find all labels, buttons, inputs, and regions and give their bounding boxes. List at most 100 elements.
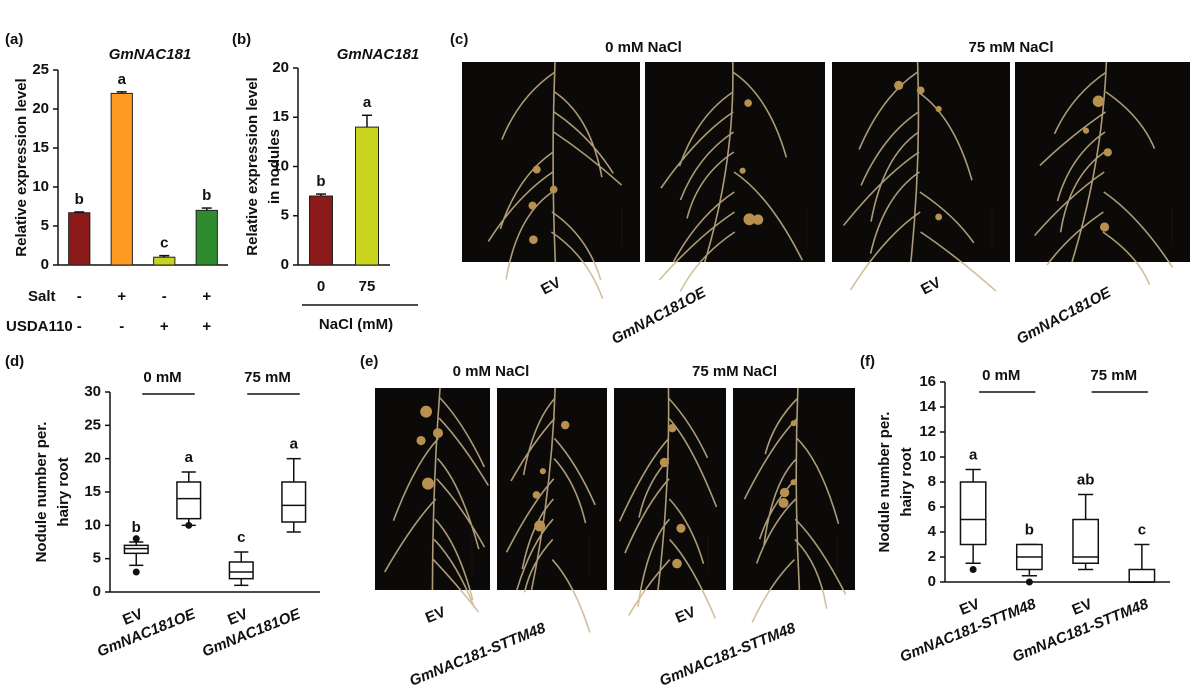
x-tick-label: EV [957, 596, 982, 619]
y-tick-label: 4 [928, 523, 937, 540]
bar [68, 212, 91, 266]
photo-label: GmNAC181OE [609, 284, 710, 348]
nodule [752, 214, 764, 225]
root [505, 387, 596, 633]
root [487, 61, 623, 300]
y-tick-label: 15 [84, 483, 101, 500]
x-axis-label: NaCl (mM) [319, 316, 393, 333]
nodule [935, 213, 943, 221]
significance-letter: a [363, 94, 372, 111]
panel-label: (f) [860, 353, 875, 370]
nodule [779, 487, 790, 498]
root-photo [832, 62, 1010, 262]
nodule [790, 420, 797, 427]
nodule [422, 477, 434, 490]
nodule [539, 468, 546, 475]
group-label: 75 mM [1090, 367, 1137, 384]
nodule [1092, 95, 1105, 107]
significance-letter: a [969, 446, 978, 463]
nodule [778, 497, 789, 508]
box [228, 561, 254, 580]
y-tick-label: 2 [928, 548, 936, 565]
photo-label: EV [423, 604, 448, 627]
x-tick-label: EV [120, 606, 145, 629]
bar [110, 92, 133, 266]
x-tick-label: GmNAC181OE [95, 605, 199, 660]
nodule [534, 520, 546, 532]
significance-letter: c [160, 235, 168, 252]
y-tick-label: 20 [272, 59, 289, 76]
panel-label: (e) [360, 353, 378, 370]
photo-label: EV [918, 274, 944, 298]
y-tick-label: 14 [919, 398, 936, 415]
y-tick-label: 5 [41, 217, 49, 234]
nodule [420, 405, 432, 418]
condition-value: + [160, 318, 169, 335]
photo-header: 75 mM NaCl [968, 39, 1053, 56]
y-tick-label: 15 [32, 139, 49, 156]
y-tick-label: 20 [84, 450, 101, 467]
y-tick-label: 30 [84, 383, 101, 400]
y-tick-label: 20 [32, 100, 49, 117]
nodule [1103, 148, 1112, 157]
photo-label: GmNAC181-STTM48 [657, 619, 798, 689]
y-axis-label: in nodules [266, 129, 283, 204]
x-tick-label: EV [225, 606, 250, 629]
nodule [739, 167, 746, 174]
nodule [935, 105, 942, 113]
y-tick-label: 10 [32, 178, 49, 195]
panel-label: (c) [450, 31, 468, 48]
significance-letter: b [75, 191, 84, 208]
nodule [528, 201, 537, 210]
nodule [743, 213, 756, 226]
nodule [529, 235, 538, 245]
panel-label: (d) [5, 353, 24, 370]
outlier [1025, 578, 1033, 586]
significance-letter: b [316, 173, 325, 190]
y-axis-label: Nodule number per. [33, 422, 50, 563]
nodule [532, 491, 541, 499]
outlier [132, 568, 140, 576]
root [1034, 61, 1174, 286]
condition-name: Salt [28, 288, 56, 305]
chart-title: GmNAC181 [109, 46, 192, 63]
photo-label: GmNAC181-STTM48 [407, 619, 548, 689]
significance-letter: b [132, 519, 141, 536]
y-tick-label: 25 [32, 61, 49, 78]
nodule [1100, 222, 1110, 232]
nodule [1082, 127, 1090, 134]
y-tick-label: 10 [272, 157, 289, 174]
significance-letter: b [202, 187, 211, 204]
y-axis-label: Nodule number per. [876, 412, 893, 553]
outlier [132, 535, 140, 543]
bar [355, 126, 379, 266]
box [176, 481, 202, 520]
group-label: 0 mM [982, 367, 1020, 384]
y-tick-label: 16 [919, 373, 936, 390]
photo-label: EV [673, 604, 698, 627]
bar [309, 195, 333, 266]
x-tick-label: EV [1070, 596, 1095, 619]
y-tick-label: 0 [93, 583, 101, 600]
box [959, 481, 987, 546]
x-tick-label: 0 [317, 278, 325, 295]
outlier [969, 566, 977, 573]
y-axis-label: hairy root [55, 457, 72, 526]
significance-letter: a [290, 436, 299, 453]
panel-label: (a) [5, 31, 23, 48]
group-label: 0 mM [143, 369, 181, 386]
root-photo [645, 62, 825, 262]
photo-label: EV [538, 274, 564, 298]
y-tick-label: 0 [41, 256, 49, 273]
nodule [668, 424, 677, 433]
photo-header: 0 mM NaCl [605, 39, 682, 56]
root-photo [1015, 62, 1190, 262]
y-tick-label: 5 [93, 550, 101, 567]
significance-letter: a [185, 449, 194, 466]
y-tick-label: 0 [281, 256, 289, 273]
condition-value: + [202, 318, 211, 335]
y-axis-label: hairy root [898, 447, 915, 516]
condition-value: - [162, 288, 167, 305]
y-tick-label: 0 [928, 573, 936, 590]
condition-value: + [202, 288, 211, 305]
